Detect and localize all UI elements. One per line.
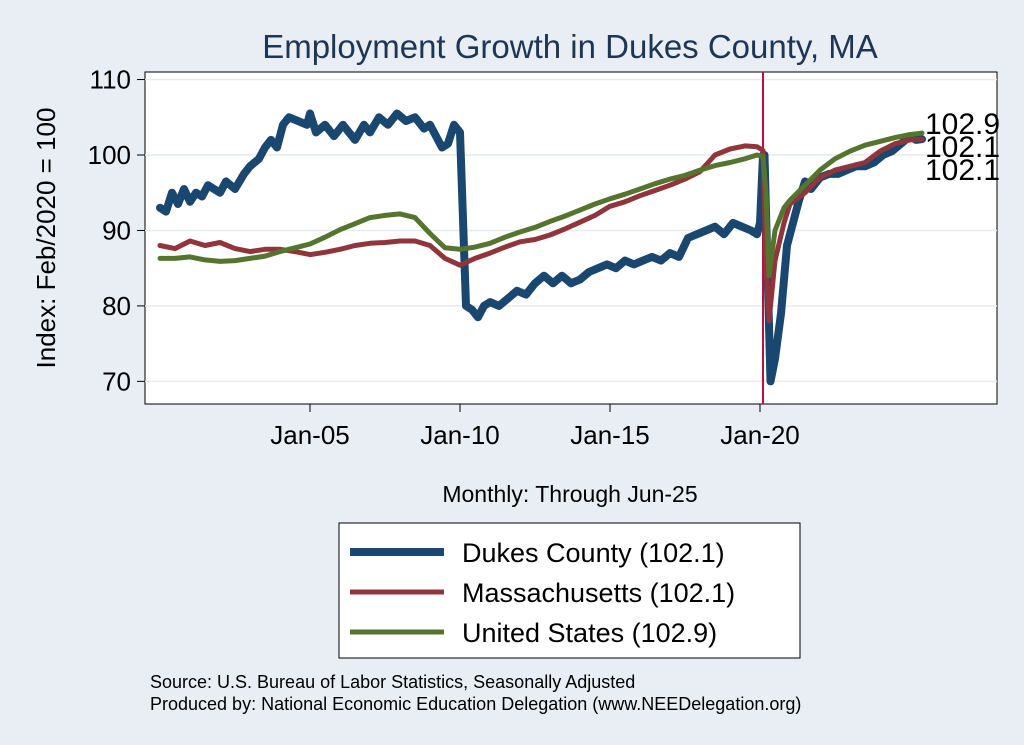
source-note: Source: U.S. Bureau of Labor Statistics,…	[150, 672, 635, 692]
end-label-massachusetts: 102.1	[925, 131, 1000, 164]
chart-title: Employment Growth in Dukes County, MA	[262, 28, 878, 65]
end-label-dukes-county: 102.1	[925, 154, 1000, 187]
producer-note: Produced by: National Economic Education…	[150, 694, 801, 714]
y-tick-label: 90	[102, 215, 131, 245]
y-axis-ticks: 70 80 90 100 110	[88, 65, 145, 396]
x-tick-label: Jan-10	[420, 420, 500, 450]
y-tick-label: 80	[102, 291, 131, 321]
plot-area	[144, 71, 998, 405]
legend-label-united-states: United States (102.9)	[462, 618, 717, 648]
y-tick-label: 110	[90, 65, 131, 95]
y-tick-label: 100	[88, 140, 131, 170]
y-axis-label: Index: Feb/2020 = 100	[31, 108, 61, 369]
series-line-united-states	[157, 130, 925, 279]
x-tick-label: Jan-05	[270, 420, 350, 450]
legend-label-massachusetts: Massachusetts (102.1)	[462, 578, 735, 608]
x-tick-label: Jan-20	[720, 420, 800, 450]
y-tick-label: 70	[102, 366, 131, 396]
end-label-united-states: 102.9	[925, 108, 1000, 141]
x-axis-ticks: Jan-05 Jan-10 Jan-15 Jan-20	[270, 404, 800, 450]
series-lines	[156, 109, 926, 386]
gridlines	[145, 78, 997, 383]
series-line-dukes-county	[156, 109, 926, 386]
legend-label-dukes: Dukes County (102.1)	[462, 538, 725, 568]
x-axis-label: Monthly: Through Jun-25	[442, 481, 697, 507]
x-tick-label: Jan-15	[570, 420, 650, 450]
series-line-massachusetts	[157, 136, 925, 324]
